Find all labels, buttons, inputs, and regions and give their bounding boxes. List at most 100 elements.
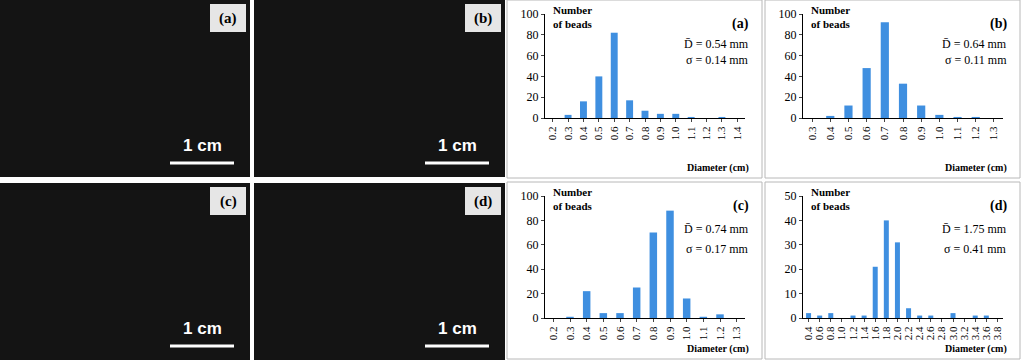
svg-text:σ = 0.14 mm: σ = 0.14 mm xyxy=(686,53,749,67)
svg-text:0.6: 0.6 xyxy=(860,126,872,140)
svg-text:Diameter (cm): Diameter (cm) xyxy=(945,343,1007,355)
svg-text:0.4: 0.4 xyxy=(824,126,836,140)
svg-text:0.8: 0.8 xyxy=(824,326,836,340)
svg-text:3.6: 3.6 xyxy=(980,326,992,340)
svg-text:2.8: 2.8 xyxy=(935,326,947,340)
svg-text:D̄ = 0.54 mm: D̄ = 0.54 mm xyxy=(684,37,749,51)
svg-text:Numberof beads: Numberof beads xyxy=(553,4,593,30)
svg-text:0.8: 0.8 xyxy=(897,126,909,140)
svg-text:60: 60 xyxy=(527,238,539,252)
svg-text:(b): (b) xyxy=(990,16,1007,32)
svg-text:0.5: 0.5 xyxy=(592,126,604,140)
svg-text:2.0: 2.0 xyxy=(891,326,903,340)
svg-text:0.2: 0.2 xyxy=(547,326,559,340)
svg-text:0.5: 0.5 xyxy=(597,326,609,340)
svg-text:1.3: 1.3 xyxy=(987,126,999,140)
svg-text:0: 0 xyxy=(791,111,797,125)
svg-text:D̄ = 0.64 mm: D̄ = 0.64 mm xyxy=(942,37,1007,51)
svg-text:Diameter (cm): Diameter (cm) xyxy=(687,162,749,174)
svg-text:100: 100 xyxy=(521,7,539,21)
svg-text:1 cm: 1 cm xyxy=(438,319,477,338)
svg-text:2.2: 2.2 xyxy=(902,326,914,340)
svg-text:0.8: 0.8 xyxy=(639,126,651,140)
svg-text:0: 0 xyxy=(791,311,797,325)
svg-text:Numberof beads: Numberof beads xyxy=(553,186,593,212)
svg-text:40: 40 xyxy=(527,70,539,84)
svg-text:80: 80 xyxy=(527,214,539,228)
svg-text:1.2: 1.2 xyxy=(847,326,859,340)
svg-text:50: 50 xyxy=(785,189,797,203)
svg-text:(c): (c) xyxy=(220,193,237,210)
svg-text:1.0: 1.0 xyxy=(680,326,692,340)
svg-text:(c): (c) xyxy=(733,198,749,214)
svg-text:1.3: 1.3 xyxy=(730,326,742,340)
svg-text:0.9: 0.9 xyxy=(664,326,676,340)
svg-text:0.6: 0.6 xyxy=(614,326,626,340)
svg-text:1.1: 1.1 xyxy=(951,126,963,140)
svg-text:2.4: 2.4 xyxy=(913,326,925,340)
svg-text:0.9: 0.9 xyxy=(654,126,666,140)
svg-text:(b): (b) xyxy=(474,10,492,27)
svg-text:D̄ = 1.75 mm: D̄ = 1.75 mm xyxy=(942,222,1007,236)
svg-text:0.7: 0.7 xyxy=(878,126,890,140)
svg-text:20: 20 xyxy=(785,262,797,276)
svg-text:0.7: 0.7 xyxy=(630,326,642,340)
svg-text:3.8: 3.8 xyxy=(991,326,1003,340)
svg-text:1.6: 1.6 xyxy=(869,326,881,340)
svg-text:0.6: 0.6 xyxy=(813,326,825,340)
svg-text:σ = 0.17 mm: σ = 0.17 mm xyxy=(686,242,749,256)
svg-text:80: 80 xyxy=(785,28,797,42)
svg-text:0.9: 0.9 xyxy=(915,126,927,140)
svg-text:σ = 0.11 mm: σ = 0.11 mm xyxy=(945,53,1007,67)
svg-text:20: 20 xyxy=(785,90,797,104)
svg-text:Numberof beads: Numberof beads xyxy=(811,4,851,30)
svg-text:Numberof beads: Numberof beads xyxy=(811,186,851,212)
svg-text:1.0: 1.0 xyxy=(835,326,847,340)
svg-text:D̄ = 0.74 mm: D̄ = 0.74 mm xyxy=(684,222,749,236)
svg-text:40: 40 xyxy=(785,70,797,84)
svg-text:80: 80 xyxy=(527,28,539,42)
svg-text:100: 100 xyxy=(779,7,797,21)
svg-text:1.4: 1.4 xyxy=(858,326,870,340)
svg-text:0.8: 0.8 xyxy=(647,326,659,340)
svg-text:1.8: 1.8 xyxy=(880,326,892,340)
svg-text:40: 40 xyxy=(785,214,797,228)
svg-text:60: 60 xyxy=(527,49,539,63)
svg-text:0: 0 xyxy=(533,311,539,325)
svg-text:1.2: 1.2 xyxy=(969,126,981,140)
svg-text:(d): (d) xyxy=(990,198,1007,214)
svg-text:3.2: 3.2 xyxy=(958,326,970,340)
svg-text:0.3: 0.3 xyxy=(564,326,576,340)
svg-text:(a): (a) xyxy=(732,16,749,32)
svg-text:1.1: 1.1 xyxy=(697,326,709,340)
svg-text:10: 10 xyxy=(785,287,797,301)
svg-text:60: 60 xyxy=(785,49,797,63)
svg-text:0.4: 0.4 xyxy=(802,326,814,340)
svg-text:3.0: 3.0 xyxy=(947,326,959,340)
svg-text:(a): (a) xyxy=(219,10,237,27)
svg-text:2.6: 2.6 xyxy=(924,326,936,340)
svg-text:(d): (d) xyxy=(474,193,492,210)
svg-text:30: 30 xyxy=(785,238,797,252)
svg-text:1.4: 1.4 xyxy=(731,126,743,140)
svg-text:3.4: 3.4 xyxy=(969,326,981,340)
svg-text:σ = 0.41 mm: σ = 0.41 mm xyxy=(944,242,1007,256)
svg-text:0.4: 0.4 xyxy=(580,326,592,340)
svg-text:1 cm: 1 cm xyxy=(183,136,222,155)
svg-text:1.3: 1.3 xyxy=(715,126,727,140)
svg-text:1 cm: 1 cm xyxy=(438,136,477,155)
svg-text:0.7: 0.7 xyxy=(623,126,635,140)
svg-text:1.0: 1.0 xyxy=(933,126,945,140)
svg-text:20: 20 xyxy=(527,90,539,104)
svg-text:0.3: 0.3 xyxy=(562,126,574,140)
svg-text:1.1: 1.1 xyxy=(685,126,697,140)
svg-text:0: 0 xyxy=(533,111,539,125)
svg-text:Diameter (cm): Diameter (cm) xyxy=(687,343,749,355)
svg-text:20: 20 xyxy=(527,287,539,301)
svg-text:0.3: 0.3 xyxy=(806,126,818,140)
svg-text:100: 100 xyxy=(521,189,539,203)
svg-text:1.0: 1.0 xyxy=(669,126,681,140)
svg-text:1 cm: 1 cm xyxy=(183,319,222,338)
svg-text:Diameter (cm): Diameter (cm) xyxy=(945,162,1007,174)
svg-text:40: 40 xyxy=(527,262,539,276)
